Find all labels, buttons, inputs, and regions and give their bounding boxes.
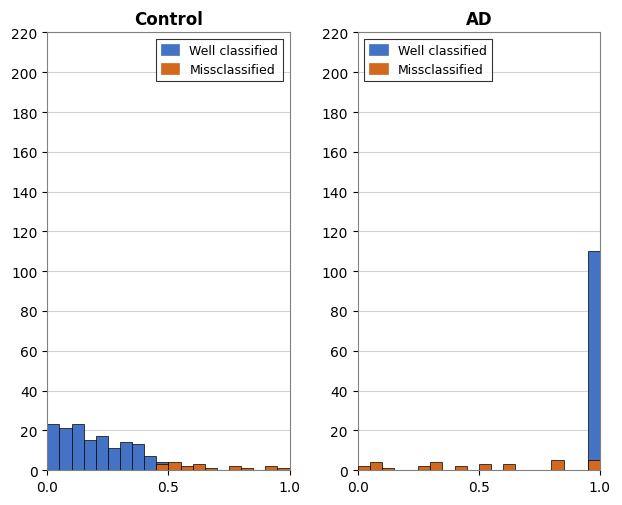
Bar	[430, 462, 442, 470]
Title: AD: AD	[465, 11, 492, 29]
Bar	[229, 466, 241, 470]
Bar	[96, 436, 108, 470]
Bar	[84, 440, 96, 470]
Bar	[552, 460, 564, 470]
Bar	[156, 462, 169, 470]
Bar	[455, 466, 466, 470]
Legend: Well classified, Missclassified: Well classified, Missclassified	[364, 39, 491, 82]
Bar	[266, 466, 277, 470]
Legend: Well classified, Missclassified: Well classified, Missclassified	[156, 39, 284, 82]
Bar	[47, 425, 60, 470]
Bar	[156, 464, 169, 470]
Bar	[418, 466, 430, 470]
Bar	[241, 468, 253, 470]
Bar	[369, 462, 382, 470]
Bar	[205, 468, 217, 470]
Bar	[72, 425, 84, 470]
Bar	[108, 448, 120, 470]
Bar	[503, 464, 515, 470]
Bar	[479, 464, 491, 470]
Bar	[60, 429, 72, 470]
Bar	[132, 444, 144, 470]
Bar	[180, 466, 193, 470]
Bar	[169, 462, 180, 470]
Bar	[120, 442, 132, 470]
Bar	[193, 464, 205, 470]
Title: Control: Control	[134, 11, 203, 29]
Bar	[358, 466, 369, 470]
Bar	[144, 457, 156, 470]
Bar	[588, 252, 600, 470]
Bar	[382, 468, 394, 470]
Bar	[588, 460, 600, 470]
Bar	[277, 468, 290, 470]
